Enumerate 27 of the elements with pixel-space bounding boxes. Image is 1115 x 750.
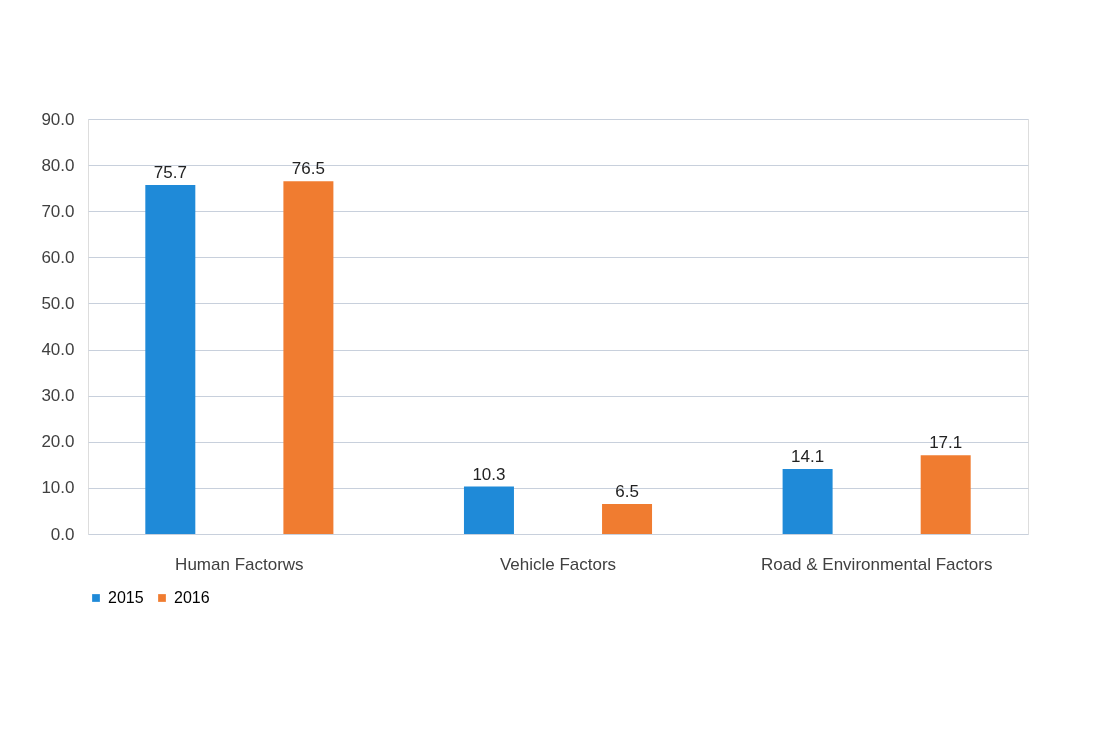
- bar: [145, 184, 196, 534]
- x-tick-label: Human Factorws: [175, 554, 304, 574]
- legend-label: 2015: [108, 589, 144, 606]
- x-tick-label: Road & Environmental Factors: [760, 554, 993, 574]
- data-label: 10.3: [472, 464, 506, 484]
- bar: [602, 504, 653, 534]
- data-label: 76.5: [291, 159, 325, 179]
- legend-label: 2016: [174, 589, 210, 606]
- y-tick-label: 50.0: [41, 293, 75, 313]
- y-tick-label: 30.0: [41, 386, 75, 406]
- bar: [782, 468, 833, 534]
- bar: [920, 455, 971, 534]
- y-tick-label: 60.0: [41, 247, 75, 267]
- y-tick-label: 80.0: [41, 155, 75, 175]
- y-tick-label: 0.0: [50, 524, 75, 544]
- y-tick-label: 20.0: [41, 432, 75, 452]
- bar: [463, 486, 514, 534]
- y-tick-label: 10.0: [41, 478, 75, 498]
- y-tick-label: 70.0: [41, 201, 75, 221]
- data-label: 75.7: [153, 162, 187, 182]
- data-label: 6.5: [615, 482, 639, 502]
- y-tick-label: 40.0: [41, 340, 75, 360]
- data-label: 14.1: [791, 446, 825, 466]
- bar: [283, 181, 334, 534]
- data-label: 17.1: [929, 433, 963, 453]
- y-tick-label: 90.0: [41, 109, 75, 129]
- x-tick-label: Vehicle Factors: [499, 554, 617, 574]
